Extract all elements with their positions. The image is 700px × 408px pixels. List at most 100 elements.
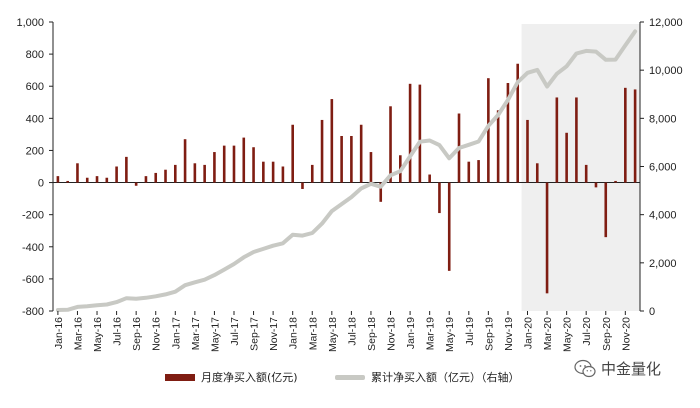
monthly-net-buy-bar — [134, 182, 138, 186]
x-tick-label: Jan-17 — [170, 317, 182, 349]
monthly-net-buy-bar — [242, 137, 246, 183]
x-tick-label: May-16 — [92, 317, 104, 352]
monthly-net-buy-bar — [545, 182, 549, 294]
monthly-net-buy-bar — [575, 97, 578, 183]
x-tick-label: Nov-17 — [268, 317, 280, 351]
watermark: 中金量化 — [574, 358, 661, 379]
monthly-net-buy-bar — [369, 152, 373, 183]
monthly-net-buy-bar — [516, 63, 520, 183]
monthly-net-buy-bar — [418, 84, 422, 183]
x-tick-label: May-20 — [562, 317, 574, 352]
monthly-net-buy-bar — [477, 160, 480, 183]
monthly-net-buy-bar — [56, 176, 60, 183]
monthly-net-buy-bar — [281, 166, 285, 183]
y-left-tick-label: 600 — [26, 81, 44, 93]
x-tick-label: Nov-16 — [151, 317, 163, 351]
monthly-net-buy-bar — [76, 163, 79, 183]
monthly-net-buy-bar — [438, 182, 441, 214]
y-right-tick-label: 0 — [649, 306, 655, 318]
y-left-tick-label: 400 — [26, 113, 44, 125]
monthly-net-buy-bar — [252, 147, 255, 183]
monthly-net-buy-bar — [262, 161, 265, 183]
y-left-tick-label: -200 — [22, 210, 44, 222]
x-tick-label: May-18 — [327, 317, 339, 352]
y-right-tick-label: 2,000 — [649, 258, 677, 270]
monthly-net-buy-bar — [535, 163, 539, 183]
x-tick-label: Jan-18 — [288, 317, 300, 349]
y-left-tick-label: 0 — [38, 178, 44, 190]
monthly-net-buy-bar — [301, 182, 304, 189]
x-tick-label: Nov-19 — [503, 317, 515, 351]
x-tick-label: Sep-20 — [601, 317, 613, 351]
monthly-net-buy-bar — [359, 124, 363, 183]
monthly-net-buy-bar — [193, 163, 197, 183]
monthly-net-buy-bar — [232, 145, 236, 183]
monthly-net-buy-bar — [584, 164, 588, 183]
y-right-tick-label: 12,000 — [649, 17, 683, 29]
monthly-net-buy-bar — [291, 124, 294, 183]
y-left-tick-label: -600 — [22, 274, 44, 286]
x-tick-label: Jul-17 — [229, 317, 241, 346]
x-tick-label: Jan-16 — [53, 317, 65, 349]
highlight-region — [521, 24, 640, 311]
monthly-net-buy-bar — [271, 161, 275, 183]
monthly-net-buy-bar — [66, 180, 69, 183]
x-tick-label: Jul-19 — [464, 317, 476, 346]
legend-item-monthly: 月度净买入额(亿元) — [165, 369, 298, 385]
monthly-net-buy-bar — [330, 99, 334, 183]
monthly-net-buy-bar — [506, 83, 510, 183]
y-right-tick-label: 4,000 — [649, 210, 677, 222]
x-tick-label: Nov-20 — [620, 317, 632, 351]
x-tick-label: Mar-20 — [542, 317, 554, 350]
x-tick-label: Mar-17 — [190, 317, 202, 350]
x-tick-label: Jul-18 — [346, 317, 358, 346]
y-left-tick-label: 200 — [26, 145, 44, 157]
monthly-net-buy-bar — [555, 97, 559, 183]
x-tick-label: May-17 — [209, 317, 221, 352]
x-tick-label: Sep-17 — [249, 317, 261, 351]
monthly-net-buy-bar — [164, 169, 167, 183]
x-tick-label: Mar-19 — [425, 317, 437, 350]
monthly-net-buy-bar — [526, 119, 529, 183]
watermark-text: 中金量化 — [601, 360, 662, 378]
monthly-net-buy-bar — [496, 110, 500, 183]
monthly-net-buy-bar — [340, 135, 343, 183]
legend-line-label: 累计净买入额（亿元）（右轴） — [371, 371, 520, 384]
x-tick-label: Jul-16 — [112, 317, 124, 346]
x-tick-label: Sep-19 — [483, 317, 495, 351]
legend-line-swatch — [335, 374, 365, 380]
monthly-net-buy-bar — [95, 176, 99, 183]
monthly-net-buy-bar — [154, 172, 158, 183]
y-left-tick-label: 800 — [26, 49, 44, 61]
monthly-net-buy-bar — [379, 182, 383, 202]
monthly-net-buy-bar — [604, 182, 608, 238]
monthly-net-buy-bar — [203, 164, 206, 183]
x-tick-label: Nov-18 — [386, 317, 398, 351]
monthly-net-buy-bar — [320, 119, 324, 183]
x-tick-label: May-19 — [444, 317, 456, 352]
x-tick-label: Mar-18 — [307, 317, 319, 350]
y-left-tick-label: -400 — [22, 242, 44, 254]
legend-bar-label: 月度净买入额(亿元) — [201, 371, 298, 384]
monthly-net-buy-bar — [614, 180, 617, 183]
monthly-net-buy-bar — [310, 164, 314, 183]
y-left-tick-label: -800 — [22, 306, 44, 318]
monthly-net-buy-bar — [222, 145, 226, 183]
monthly-net-buy-bar — [624, 87, 627, 183]
monthly-net-buy-bar — [487, 78, 490, 183]
monthly-net-buy-bar — [213, 152, 216, 183]
monthly-net-buy-bar — [350, 135, 353, 183]
monthly-net-buy-bar — [428, 174, 431, 183]
x-tick-label: Jul-20 — [581, 317, 593, 346]
x-tick-label: Mar-16 — [72, 317, 84, 350]
x-tick-label: Jan-20 — [522, 317, 534, 349]
monthly-net-buy-bar — [173, 164, 177, 183]
cumulative-net-buy-line — [55, 29, 638, 312]
monthly-net-buy-bar — [408, 83, 412, 183]
wechat-icon — [574, 359, 596, 377]
y-right-tick-label: 10,000 — [649, 65, 683, 77]
monthly-net-buy-bar — [115, 166, 118, 183]
y-right-tick-label: 8,000 — [649, 113, 677, 125]
